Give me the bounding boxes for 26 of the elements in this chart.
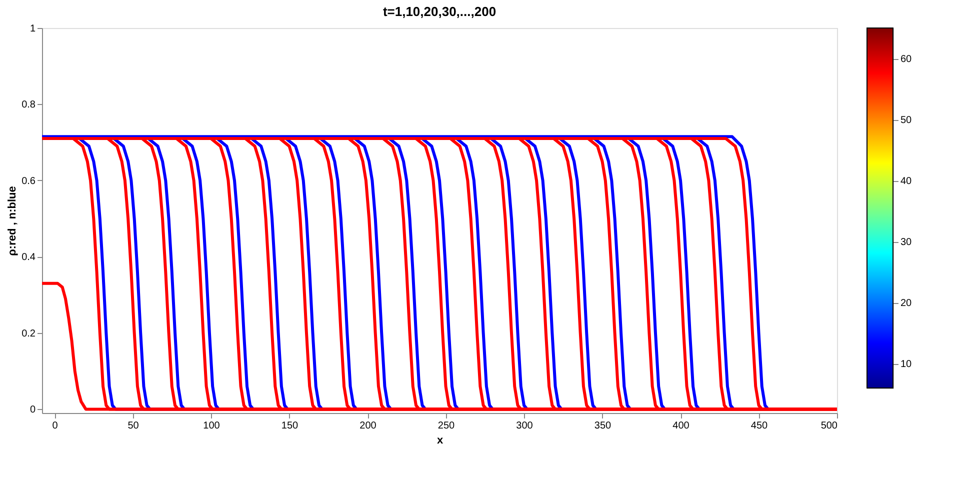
x-tick-label: 0 <box>52 420 58 432</box>
y-tick-label: 0.8 <box>22 100 36 111</box>
y-axis-title: ρ:red , n:blue <box>6 186 19 256</box>
x-tick-label: 500 <box>820 420 838 432</box>
x-tick-label: 150 <box>281 420 299 432</box>
color-bar-label: 30 <box>900 237 912 248</box>
x-tick-label: 450 <box>750 420 768 432</box>
color-bar-label: 40 <box>900 176 912 188</box>
y-tick-label: 0 <box>30 404 36 416</box>
x-tick-label: 100 <box>203 420 220 432</box>
y-tick-label: 1 <box>30 24 36 34</box>
chart-title: t=1,10,20,30,...,200 <box>382 4 496 19</box>
color-bar-label: 50 <box>900 115 912 126</box>
x-tick-label: 50 <box>128 420 140 432</box>
x-tick-label: 350 <box>594 420 612 432</box>
y-tick-label: 0.2 <box>22 328 36 340</box>
color-bar-label: 20 <box>900 298 912 310</box>
x-tick-label: 200 <box>360 420 377 432</box>
y-tick-label: 0.6 <box>22 176 36 187</box>
x-tick-label: 300 <box>516 420 534 432</box>
x-axis-title: x <box>436 434 444 446</box>
x-tick-label: 250 <box>438 420 456 432</box>
x-tick-label: 400 <box>672 420 690 432</box>
y-tick-label: 0.4 <box>22 252 36 264</box>
color-bar-label: 60 <box>900 54 912 66</box>
color-bar-label: 10 <box>900 359 912 370</box>
